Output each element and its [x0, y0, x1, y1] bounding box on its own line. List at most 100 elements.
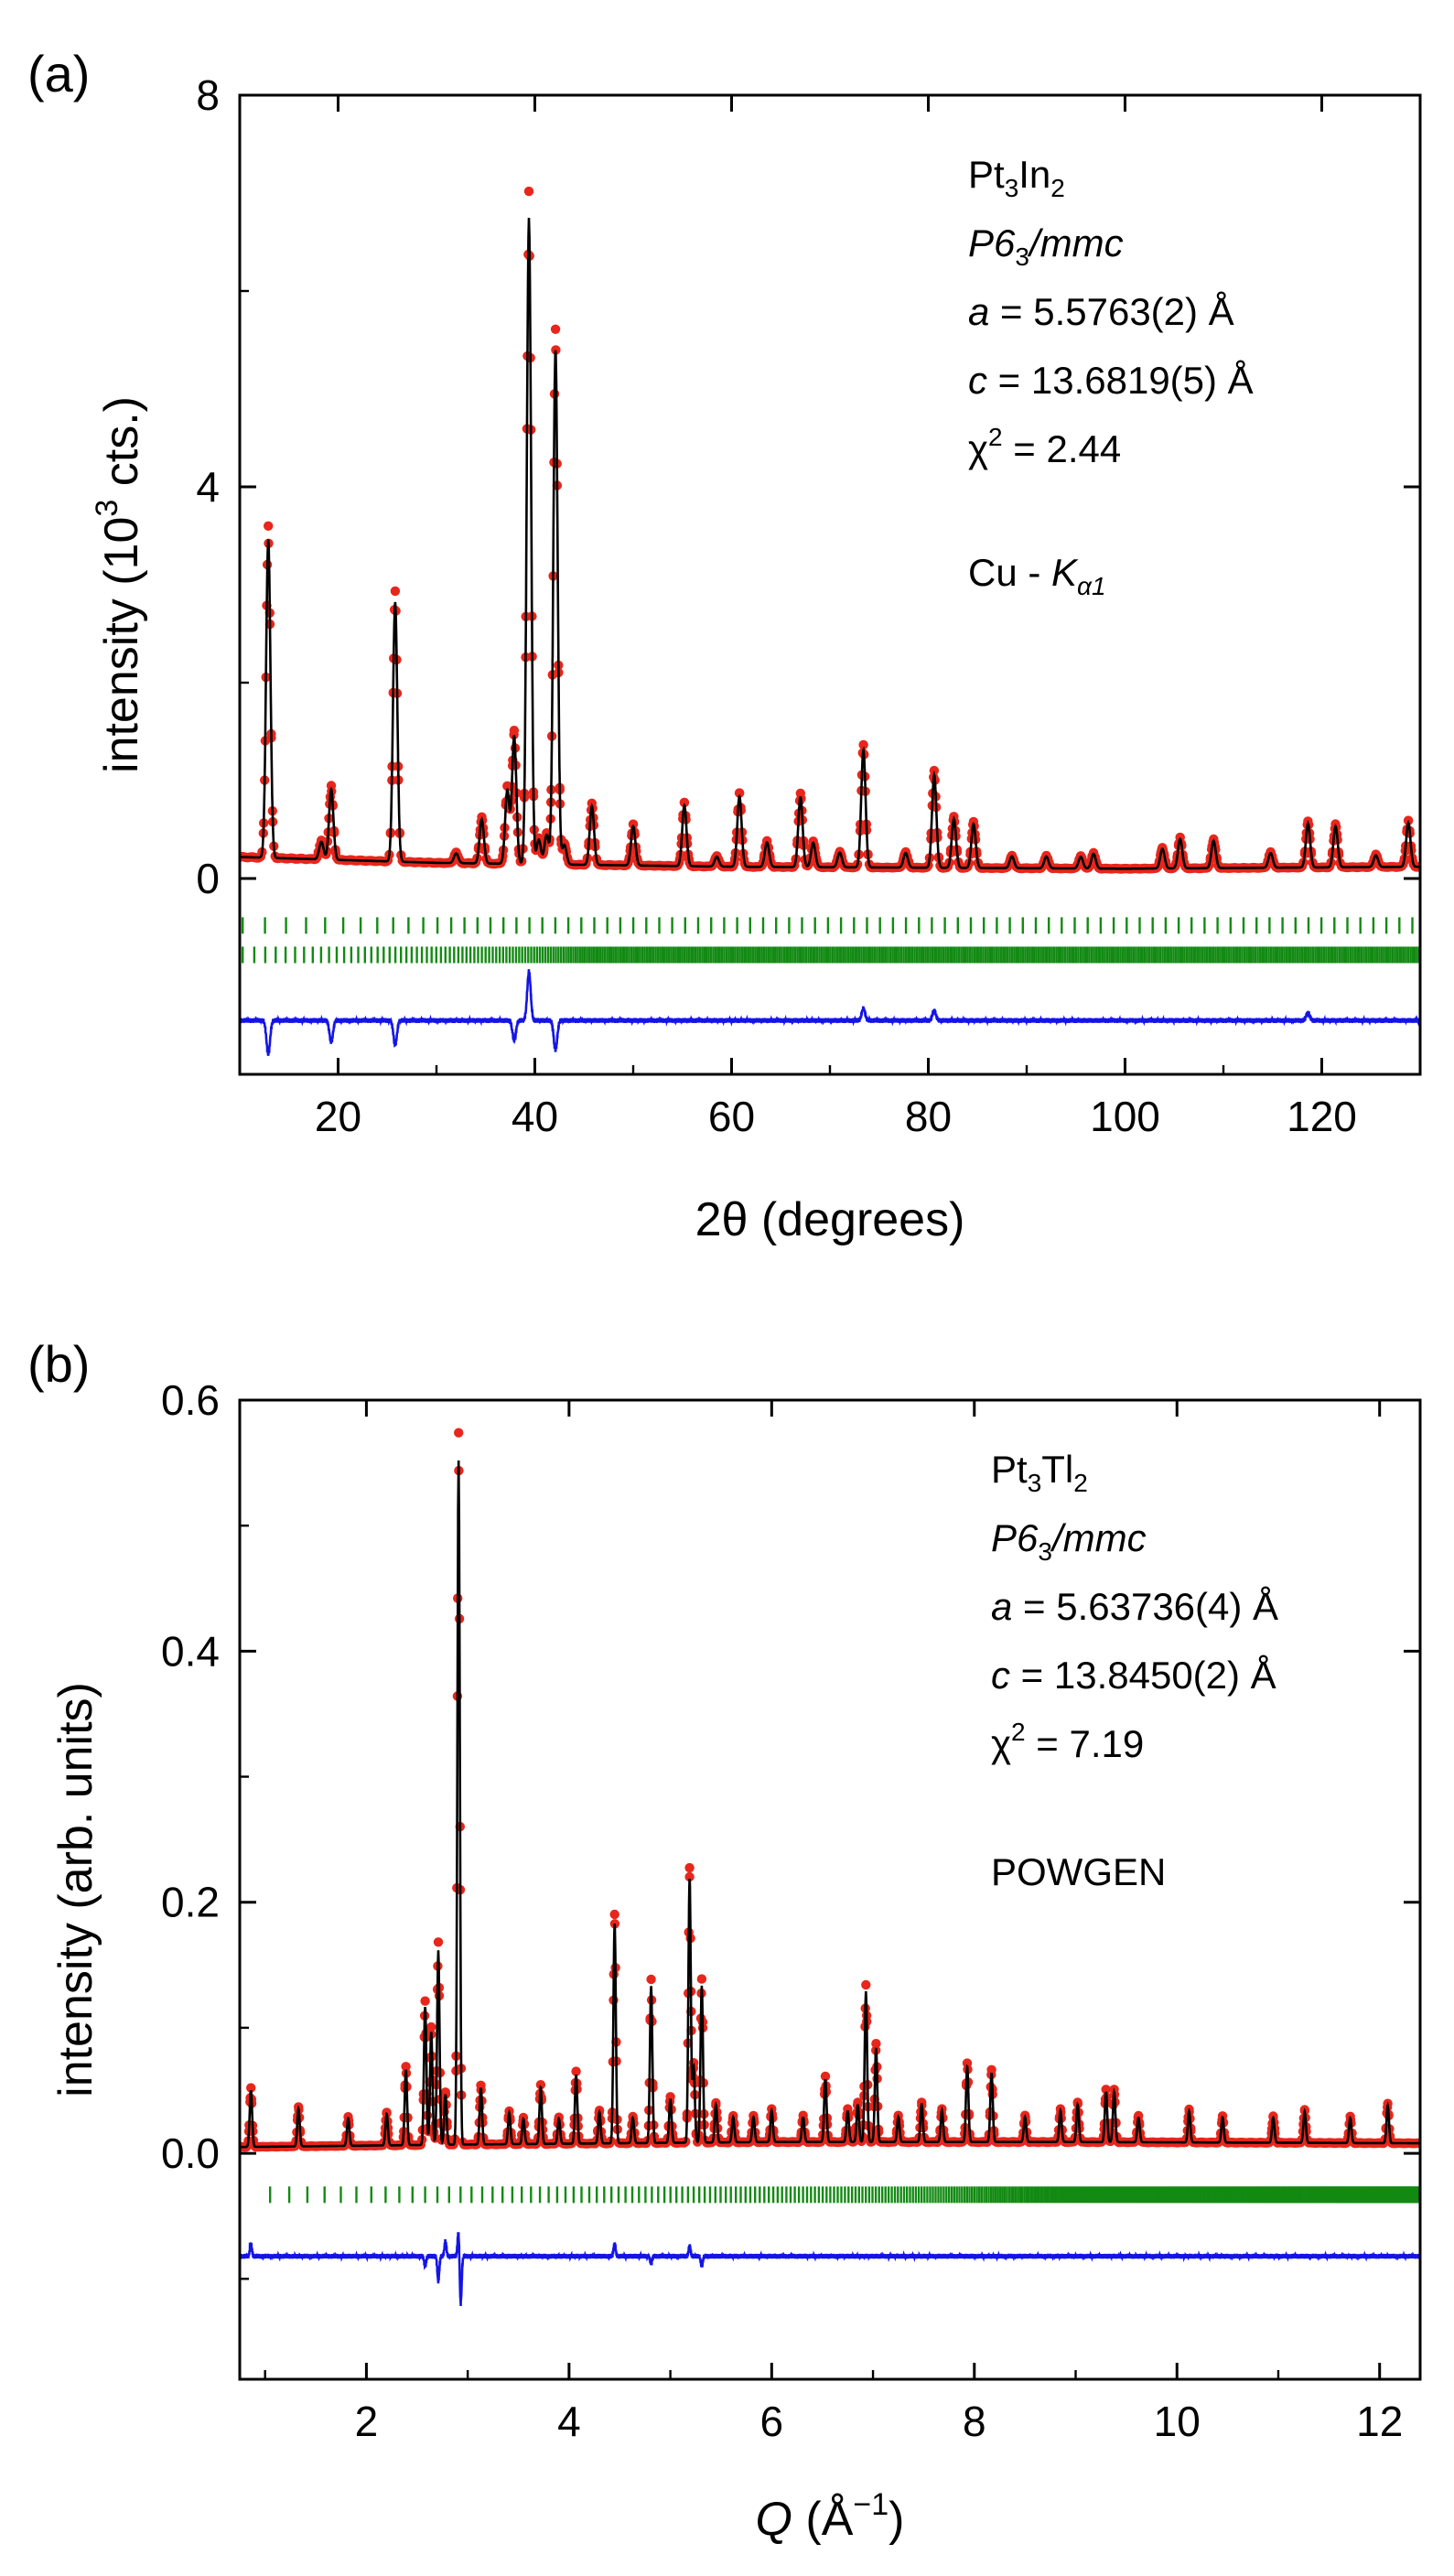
panel-a-xtick-label: 120 [1287, 1093, 1357, 1140]
panel-a-observed-series [240, 186, 1420, 874]
panel-b-observed-point [246, 2083, 256, 2093]
panel-a-axes: 20 40 60 80 100 120 0 4 8 [196, 71, 1420, 1140]
panel-a-chi2-sup: 2 [988, 423, 1003, 451]
panel-a-ytick-label: 8 [196, 71, 220, 119]
panel-a-chi2: χ2 = 2.44 [968, 423, 1121, 470]
panel-b-xtick-label: 10 [1154, 2398, 1201, 2445]
panel-a-observed-point [628, 819, 639, 829]
panel-a-xtick-label: 60 [708, 1093, 755, 1140]
panel-b-observed-point [871, 2039, 881, 2049]
panel-a-xtick-label: 40 [512, 1093, 558, 1140]
panel-b-calculated-line [240, 1460, 1420, 2149]
panel-b-formula-mid: Tl [1041, 1448, 1073, 1491]
panel-a-observed-point [264, 521, 274, 531]
panel-a-difference-line [240, 969, 1420, 1056]
panel-b-xtick-label: 6 [760, 2398, 784, 2445]
panel-b-ytick-label: 0.2 [161, 1879, 220, 1926]
panel-b-observed-point [454, 1428, 464, 1438]
panel-b-formula: Pt3Tl2 [991, 1448, 1088, 1497]
panel-b-chi2-sup: 2 [1011, 1718, 1026, 1746]
panel-a-xlabel: 2θ (degrees) [695, 1193, 965, 1246]
panel-b-xtick-label: 2 [355, 2398, 379, 2445]
panel-a-bragg-ticks-row-1 [242, 917, 1414, 934]
panel-b-source: POWGEN [991, 1850, 1166, 1893]
panel-a-label: (a) [27, 45, 90, 102]
panel-b-observed-point [820, 2071, 831, 2082]
panel-b-observed-point [609, 1909, 619, 1920]
panel-a-xtick-label: 20 [315, 1093, 361, 1140]
panel-b-spacegroup-tail: /mmc [1050, 1516, 1147, 1559]
panel-b-chi2: χ2 = 7.19 [991, 1718, 1144, 1765]
panel-b-formula-sub1: 3 [1028, 1469, 1042, 1497]
panel-b-chi2-main: χ [991, 1722, 1011, 1765]
panel-b-formula-main: Pt [991, 1448, 1028, 1491]
panel-a-formula-sub2: 2 [1050, 174, 1065, 202]
panel-a-spacegroup-tail: /mmc [1027, 221, 1124, 264]
panel-b-observed-point [684, 1871, 695, 1882]
panel-b-ylabel: intensity (arb. units) [49, 1682, 102, 2097]
panel-b-difference-line [240, 2232, 1420, 2306]
panel-a-observed-point [858, 739, 868, 750]
panel-b-a-param: a = 5.63736(4) Å [991, 1585, 1278, 1628]
panel-b-label: (b) [27, 1335, 90, 1393]
panel-a-formula-mid: In [1018, 153, 1050, 196]
panel-b-bragg-ticks-row-1 [269, 2186, 1420, 2204]
panel-b-a-param-val: = 5.63736(4) Å [1012, 1585, 1278, 1628]
panel-b-xlabel-sup: −1 [853, 2487, 889, 2522]
panel-b-observed-series [240, 1428, 1420, 2152]
panel-b-observed-point [853, 2097, 863, 2107]
panel-b-c-param-sym: c [991, 1654, 1010, 1697]
panel-b-spacegroup-main: P6 [991, 1516, 1039, 1559]
panel-a-observed-point [679, 797, 690, 808]
panel-a-xtick-label: 100 [1090, 1093, 1160, 1140]
panel-b-spacegroup-sub: 3 [1038, 1537, 1052, 1566]
panel-b-observed-point [535, 2080, 546, 2090]
panel-b-chi2-val: = 7.19 [1026, 1722, 1145, 1765]
panel-a: (a) 20 40 60 80 100 120 0 4 8 2θ (degrees) inten… [27, 45, 1422, 1246]
panel-a-observed-point [390, 586, 401, 597]
panel-a-ytick-label: 4 [196, 463, 220, 511]
panel-a-a-param-val: = 5.5763(2) Å [989, 290, 1233, 333]
panel-b-xtick-label: 4 [557, 2398, 581, 2445]
panel-b-observed-point [646, 1974, 656, 1985]
panel-a-source: Cu - Kα1 [968, 551, 1106, 600]
panel-b-xtick-label: 12 [1356, 2398, 1403, 2445]
panel-b-observed-point [665, 2092, 675, 2102]
panel-a-plot-area [240, 186, 1420, 1056]
panel-b-xlabel: Q (Å−1) [756, 2487, 905, 2546]
panel-b-plot-area [240, 1428, 1420, 2306]
panel-a-a-param-sym: a [968, 290, 989, 333]
panel-b-c-param: c = 13.8450(2) Å [991, 1654, 1276, 1697]
panel-b-axes: 2 4 6 8 10 12 0.0 0.2 0.4 0.6 [161, 1376, 1420, 2445]
panel-a-bragg-ticks-row-2 [242, 946, 1420, 964]
panel-b-a-param-sym: a [991, 1585, 1012, 1628]
panel-b-c-param-val: = 13.8450(2) Å [1010, 1654, 1276, 1697]
panel-a-annotations: Pt3In2 P63/mmc a = 5.5763(2) Å c = 13.68… [968, 153, 1254, 600]
panel-b-observed-point [420, 1996, 430, 2006]
panel-a-calculated-line [240, 217, 1420, 870]
panel-b-observed-point [696, 1974, 707, 1984]
panel-b-ytick-label: 0.6 [161, 1376, 220, 1424]
panel-a-a-param: a = 5.5763(2) Å [968, 290, 1234, 333]
panel-b-ytick-label: 0.4 [161, 1627, 220, 1675]
panel-a-data-layer [240, 186, 1420, 1056]
panel-a-observed-point [734, 788, 745, 798]
panel-a-ylabel-sup: 3 [90, 500, 124, 517]
panel-a-source-k: K [1051, 551, 1079, 594]
panel-a-source-sub: α1 [1077, 572, 1106, 600]
panel-b-xlabel-main: (Å [792, 2493, 854, 2546]
panel-a-chi2-val: = 2.44 [1003, 427, 1122, 470]
panel-a-source-main: Cu - [968, 551, 1051, 594]
panel-a-formula-sub1: 3 [1005, 174, 1019, 202]
panel-b-data-layer [240, 1428, 1420, 2306]
panel-a-ylabel-tail: cts.) [95, 396, 148, 500]
panel-b: (b) 2 4 6 8 10 12 0.0 0.2 0.4 0.6 Q (Å−1) intensi… [27, 1335, 1422, 2546]
panel-a-formula-main: Pt [968, 153, 1005, 196]
panel-b-observed-point [433, 1937, 444, 1947]
panel-a-observed-point [550, 324, 561, 334]
panel-b-xlabel-q: Q [756, 2493, 792, 2546]
panel-a-observed-point [523, 186, 534, 197]
panel-b-frame [238, 1398, 1422, 2381]
panel-a-ylabel: intensity (103 cts.) [90, 396, 148, 773]
